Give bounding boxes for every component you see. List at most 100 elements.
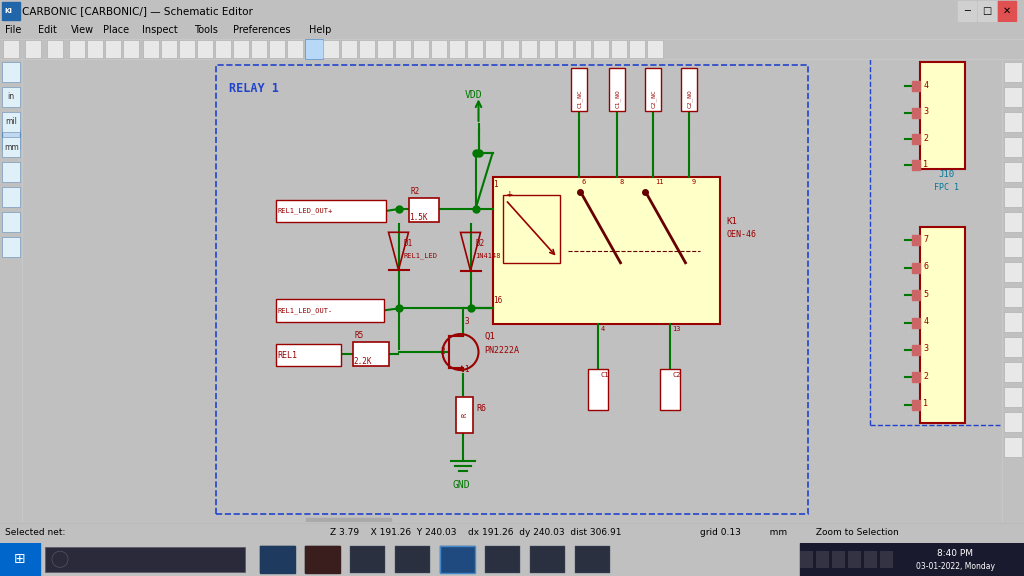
Bar (350, 545, 385, 573)
Bar (503, 40, 519, 58)
Bar (2, 237, 20, 257)
Bar (575, 40, 591, 58)
Bar (251, 40, 267, 58)
Bar (912, 400, 921, 410)
Text: 8: 8 (620, 179, 624, 184)
Bar (880, 551, 893, 568)
Text: View: View (71, 25, 94, 35)
Text: Place: Place (103, 25, 129, 35)
Bar (2, 137, 20, 157)
Text: 7: 7 (924, 235, 929, 244)
Bar (25, 40, 41, 58)
Bar (179, 40, 195, 58)
Bar (2, 112, 20, 132)
Bar (521, 40, 537, 58)
Bar (3, 40, 19, 58)
Text: mm: mm (4, 142, 18, 151)
Text: REL1_LED_OUT-: REL1_LED_OUT- (278, 307, 333, 314)
Bar (395, 545, 430, 573)
Bar (449, 40, 465, 58)
FancyBboxPatch shape (503, 195, 560, 263)
Text: 13: 13 (673, 325, 681, 332)
Bar (1004, 162, 1022, 182)
Text: 3: 3 (465, 317, 469, 325)
Text: C1_NO: C1_NO (614, 89, 621, 108)
Text: 1: 1 (924, 160, 929, 169)
Bar (1004, 287, 1022, 307)
Text: Tools: Tools (194, 25, 218, 35)
FancyBboxPatch shape (921, 62, 966, 169)
Text: 1: 1 (465, 365, 469, 374)
Bar (233, 40, 249, 58)
Text: 3: 3 (924, 107, 929, 116)
Text: 11: 11 (655, 179, 664, 184)
Bar (1004, 337, 1022, 357)
Bar (912, 345, 921, 355)
Text: 5: 5 (924, 290, 929, 299)
Bar (0, 543, 40, 576)
Text: FPC 1: FPC 1 (935, 183, 959, 192)
Bar (912, 263, 921, 273)
Bar (1004, 412, 1022, 433)
Bar (359, 40, 375, 58)
Text: R6: R6 (476, 404, 486, 413)
Text: 6: 6 (582, 179, 586, 184)
Bar (912, 160, 921, 170)
Text: C1: C1 (600, 373, 609, 378)
Bar (69, 40, 85, 58)
Bar (45, 547, 245, 572)
Bar (1004, 387, 1022, 407)
Bar (143, 40, 159, 58)
Bar (2, 212, 20, 232)
Bar (800, 543, 1024, 576)
Text: R5: R5 (354, 331, 364, 340)
Bar (539, 40, 555, 58)
Text: Ki: Ki (4, 8, 12, 14)
Bar (912, 81, 921, 91)
Text: 1: 1 (924, 399, 929, 408)
Text: 9: 9 (691, 179, 695, 184)
Bar (305, 39, 323, 59)
Bar (2, 87, 20, 107)
Bar (431, 40, 447, 58)
Bar (611, 40, 627, 58)
Text: 4: 4 (600, 325, 605, 332)
Bar (1004, 137, 1022, 157)
FancyBboxPatch shape (409, 198, 438, 222)
Bar (395, 40, 411, 58)
Bar (912, 317, 921, 328)
Text: C1_NC: C1_NC (577, 89, 583, 108)
Text: D1: D1 (403, 240, 413, 248)
Bar (1004, 212, 1022, 232)
Bar (413, 40, 429, 58)
Bar (912, 134, 921, 144)
Bar (958, 1, 976, 21)
Bar (485, 40, 501, 58)
Bar (260, 545, 295, 573)
Bar (287, 40, 303, 58)
Text: Help: Help (309, 25, 332, 35)
Bar (323, 40, 339, 58)
Text: Selected net:: Selected net: (5, 528, 66, 537)
Bar (912, 236, 921, 245)
Bar (440, 545, 475, 573)
Bar (848, 551, 861, 568)
Text: ⊞: ⊞ (14, 552, 26, 566)
Text: VDD: VDD (465, 90, 482, 100)
Bar (341, 40, 357, 58)
FancyBboxPatch shape (275, 300, 384, 321)
Bar (215, 65, 809, 514)
Text: C2: C2 (673, 373, 681, 378)
Bar (1004, 362, 1022, 382)
Text: 4: 4 (924, 317, 929, 326)
Text: ✕: ✕ (1002, 6, 1011, 16)
Bar (105, 40, 121, 58)
Text: CARBONIC [CARBONIC/] — Schematic Editor: CARBONIC [CARBONIC/] — Schematic Editor (22, 6, 253, 16)
Bar (912, 108, 921, 118)
Bar (269, 40, 285, 58)
Bar (305, 518, 390, 524)
Bar (2, 162, 20, 182)
Bar (629, 40, 645, 58)
Bar (2, 62, 20, 82)
FancyBboxPatch shape (589, 369, 608, 410)
